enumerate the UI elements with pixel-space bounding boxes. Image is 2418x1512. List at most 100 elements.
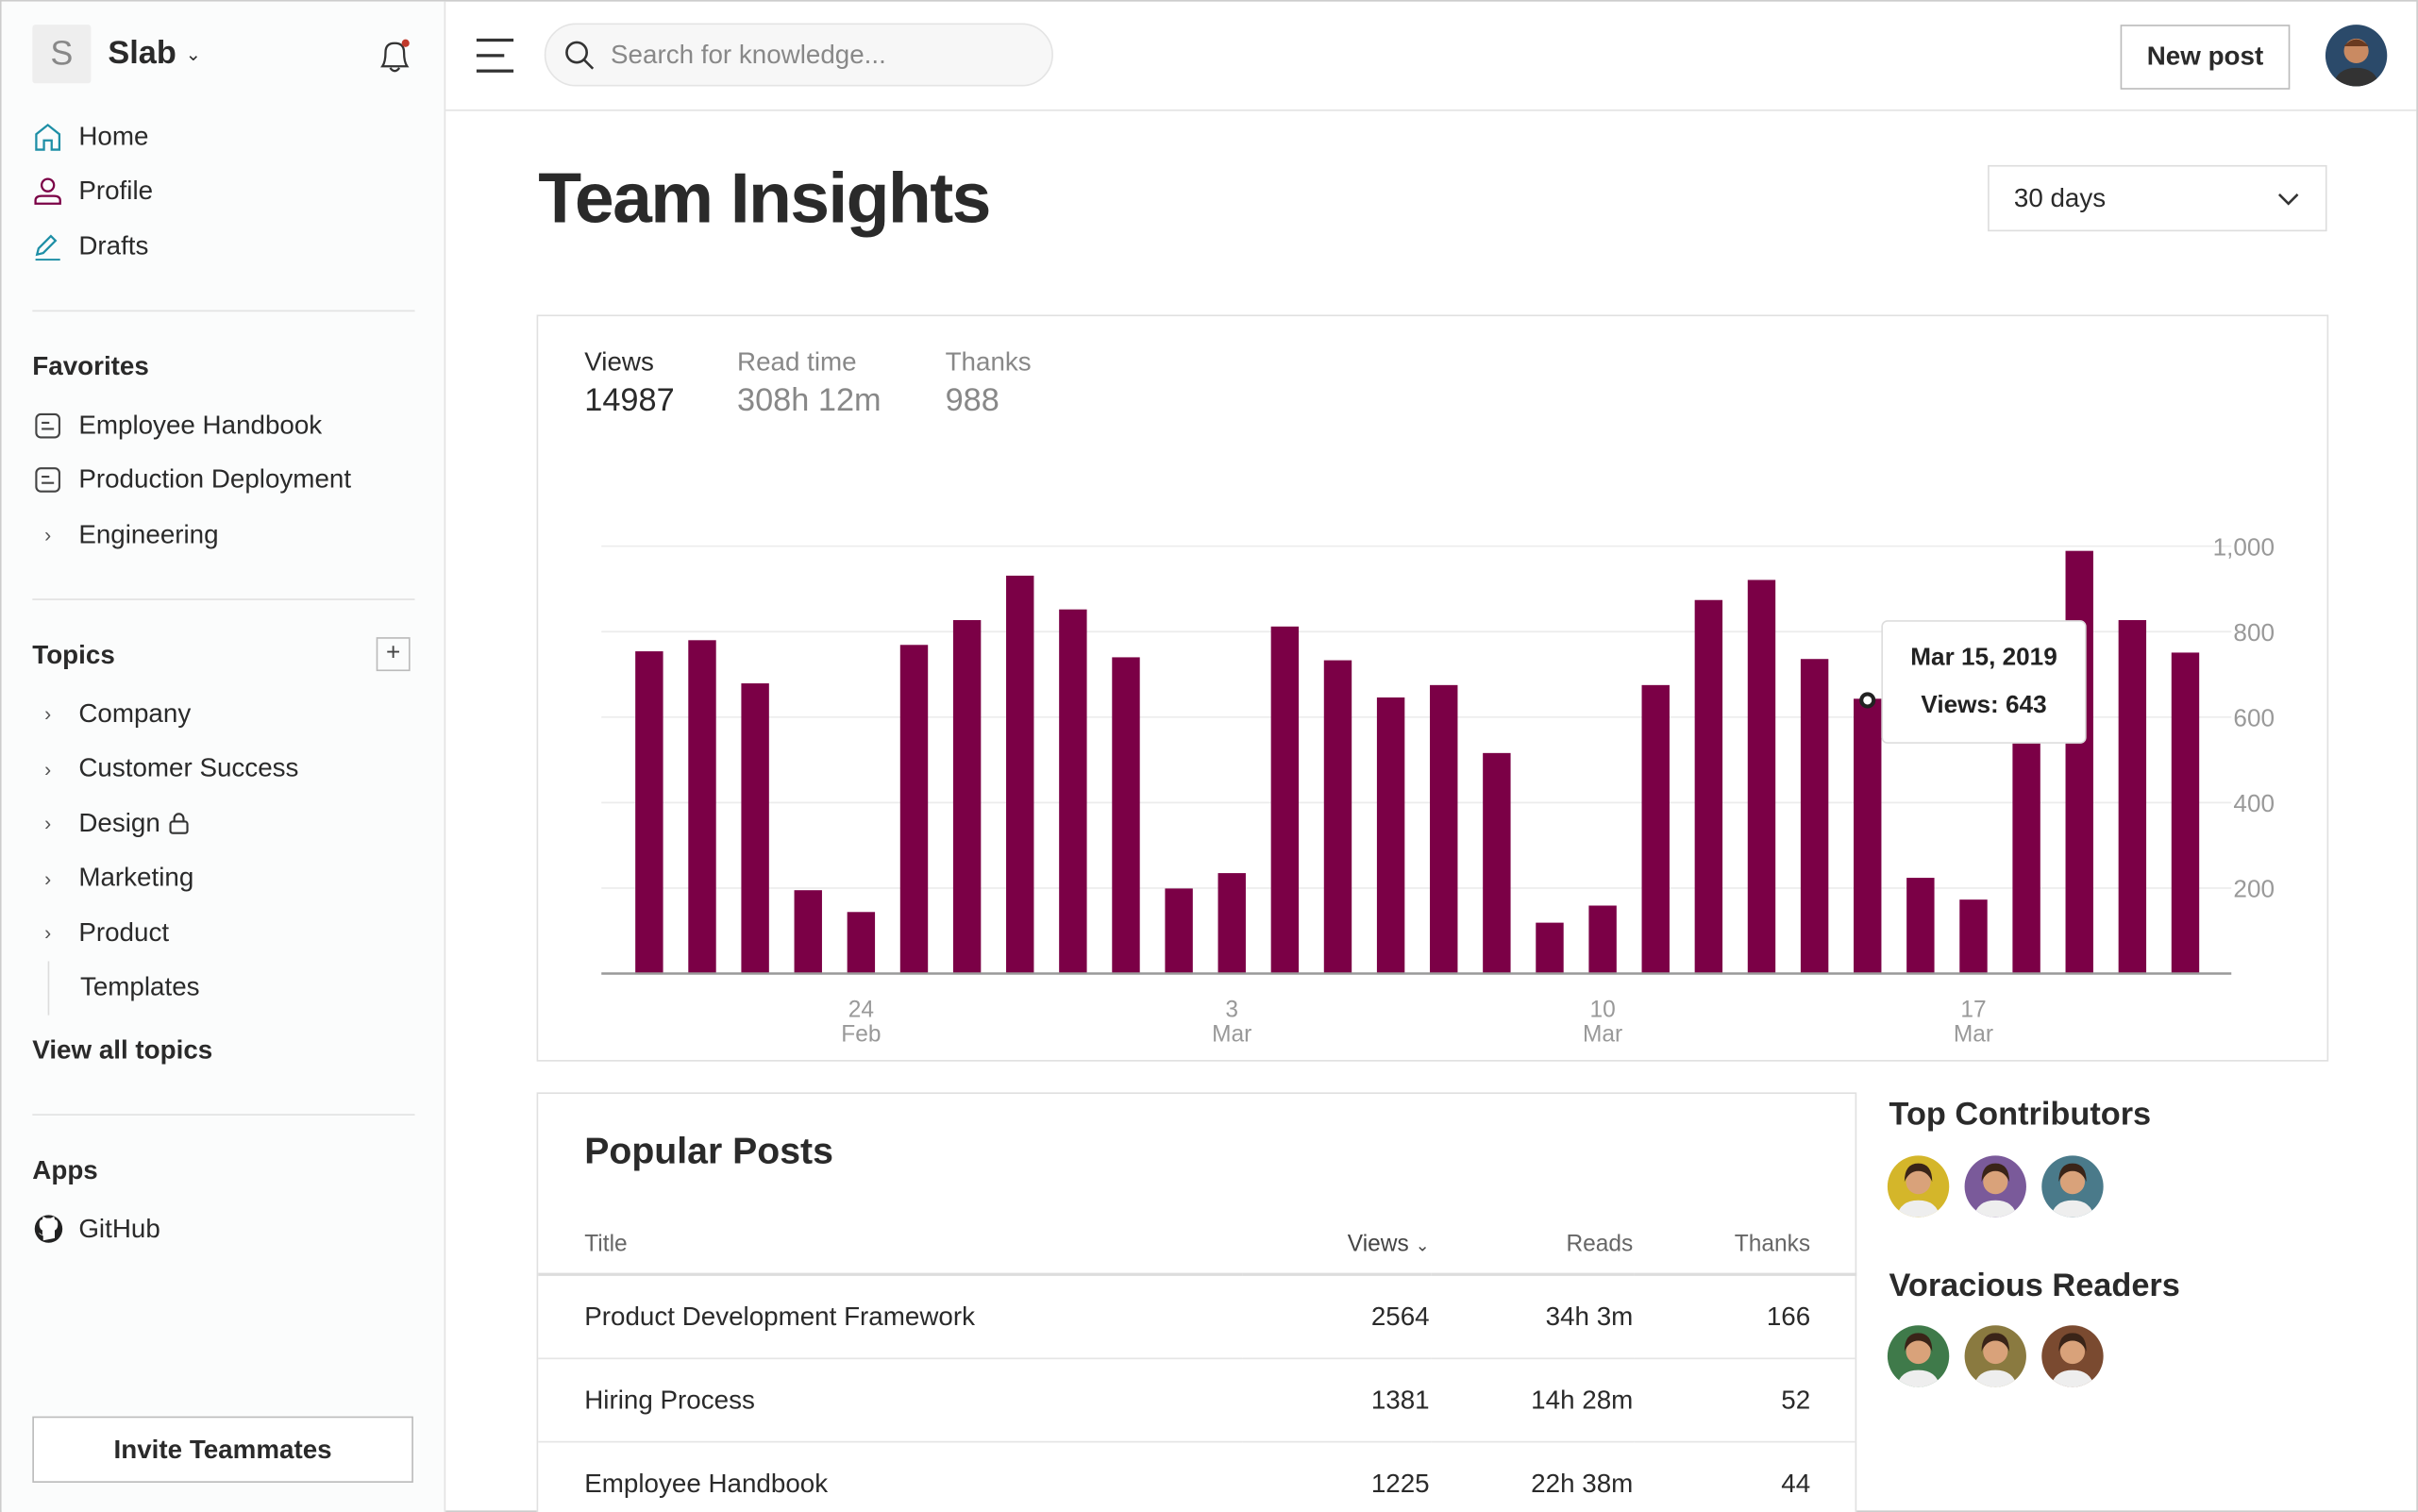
bar bbox=[1588, 905, 1617, 974]
divider bbox=[32, 310, 415, 312]
bar bbox=[1430, 684, 1458, 974]
x-tick-month: Mar bbox=[1212, 1021, 1251, 1047]
contributor-avatar[interactable] bbox=[1887, 1155, 1950, 1218]
x-tick-day: 3 bbox=[1225, 997, 1238, 1022]
voracious-readers-title: Voracious Readers bbox=[1889, 1268, 2180, 1304]
favorite-employee-handbook[interactable]: Employee Handbook bbox=[32, 398, 351, 453]
bar bbox=[2065, 550, 2093, 974]
chevron-right-icon[interactable]: › bbox=[44, 523, 52, 547]
contributor-avatar[interactable] bbox=[1964, 1325, 2026, 1387]
table-row[interactable]: Employee Handbook 1225 22h 38m 44 bbox=[538, 1441, 1857, 1512]
chevron-right-icon[interactable]: › bbox=[44, 812, 52, 835]
table-row[interactable]: Hiring Process 1381 14h 28m 52 bbox=[538, 1358, 1857, 1443]
table-row[interactable]: Product Development Framework 2564 34h 3m 1… bbox=[538, 1274, 1857, 1360]
hover-point bbox=[1859, 692, 1876, 709]
github-icon bbox=[32, 1214, 63, 1245]
search-icon bbox=[565, 40, 595, 69]
topic-label: Design bbox=[78, 808, 160, 838]
nav-profile[interactable]: Profile bbox=[32, 164, 153, 219]
main-nav: Home Profile Drafts bbox=[32, 109, 153, 274]
top-bar: New post bbox=[445, 2, 2417, 111]
apps-heading: Apps bbox=[32, 1155, 98, 1185]
col-thanks[interactable]: Thanks bbox=[1634, 1214, 1857, 1276]
chevron-right-icon[interactable]: › bbox=[44, 757, 52, 781]
workspace-switcher[interactable]: S Slab ⌄ bbox=[32, 25, 201, 84]
favorite-production-deployment[interactable]: Production Deployment bbox=[32, 453, 351, 508]
bar bbox=[1641, 684, 1670, 974]
nav-drafts[interactable]: Drafts bbox=[32, 219, 153, 274]
col-label: Views bbox=[1347, 1230, 1409, 1257]
stat-read-time[interactable]: Read time 308h 12m bbox=[737, 347, 882, 420]
x-tick-month: Mar bbox=[1583, 1021, 1622, 1047]
contributor-avatar[interactable] bbox=[1887, 1325, 1950, 1387]
bar bbox=[1270, 626, 1300, 974]
bar bbox=[1959, 899, 1988, 974]
page-title: Team Insights bbox=[538, 157, 991, 238]
new-post-button[interactable]: New post bbox=[2120, 25, 2291, 90]
topic-marketing[interactable]: › Marketing bbox=[32, 851, 298, 906]
sort-chevron-down-icon: ⌄ bbox=[1415, 1236, 1430, 1255]
nav-home[interactable]: Home bbox=[32, 109, 153, 164]
bar bbox=[899, 645, 929, 974]
post-reads: 14h 28m bbox=[1431, 1358, 1635, 1443]
nav-label: Profile bbox=[78, 176, 154, 206]
stat-label: Read time bbox=[737, 346, 857, 377]
bar bbox=[1694, 599, 1723, 974]
bar bbox=[1483, 752, 1511, 974]
chevron-right-icon[interactable]: › bbox=[44, 866, 52, 890]
sidebar: S Slab ⌄ Home Profile Drafts Favorites E… bbox=[1, 1, 446, 1512]
popular-posts-table: Title Views ⌄ Reads Thanks Product Devel… bbox=[538, 1214, 1857, 1512]
y-tick-label: 400 bbox=[2233, 789, 2275, 817]
topic-design[interactable]: › Design bbox=[32, 797, 298, 851]
workspace-name: Slab bbox=[108, 35, 176, 72]
bar bbox=[1165, 888, 1193, 974]
add-topic-button[interactable]: + bbox=[376, 637, 411, 672]
notification-bell-icon[interactable] bbox=[375, 36, 414, 76]
stat-thanks[interactable]: Thanks 988 bbox=[946, 347, 1032, 420]
search-input[interactable] bbox=[607, 38, 1016, 73]
col-title[interactable]: Title bbox=[538, 1214, 1243, 1276]
x-tick-month: Mar bbox=[1954, 1021, 1993, 1047]
post-reads: 22h 38m bbox=[1431, 1441, 1635, 1512]
invite-teammates-button[interactable]: Invite Teammates bbox=[32, 1416, 413, 1483]
chevron-right-icon[interactable]: › bbox=[44, 702, 52, 726]
stat-views[interactable]: Views 14987 bbox=[584, 347, 674, 420]
nav-label: Drafts bbox=[78, 230, 149, 260]
menu-icon[interactable] bbox=[476, 38, 514, 85]
contributor-avatar[interactable] bbox=[2041, 1325, 2104, 1387]
favorite-engineering[interactable]: › Engineering bbox=[32, 508, 351, 563]
topic-product[interactable]: › Product bbox=[32, 906, 298, 961]
chevron-right-icon[interactable]: › bbox=[44, 921, 52, 945]
workspace-logo: S bbox=[32, 25, 92, 84]
search-box[interactable] bbox=[544, 23, 1053, 87]
topic-company[interactable]: › Company bbox=[32, 686, 298, 741]
divider bbox=[32, 598, 415, 600]
topic-templates[interactable]: Templates bbox=[32, 961, 298, 1016]
col-views[interactable]: Views ⌄ bbox=[1242, 1214, 1432, 1276]
y-tick-label: 600 bbox=[2233, 704, 2275, 732]
contributor-avatar[interactable] bbox=[1964, 1155, 2026, 1218]
x-tick-day: 17 bbox=[1960, 997, 1986, 1022]
app-label: GitHub bbox=[78, 1214, 160, 1244]
home-icon bbox=[32, 122, 63, 153]
bar bbox=[741, 683, 769, 974]
col-reads[interactable]: Reads bbox=[1431, 1214, 1635, 1276]
post-thanks: 44 bbox=[1634, 1441, 1857, 1512]
favorites-list: Employee Handbook Production Deployment … bbox=[32, 398, 351, 563]
app-github[interactable]: GitHub bbox=[32, 1201, 160, 1256]
topics-heading: Topics bbox=[32, 640, 115, 670]
topic-customer-success[interactable]: › Customer Success bbox=[32, 741, 298, 796]
bar bbox=[1217, 873, 1246, 974]
date-range-select[interactable]: 30 days bbox=[1988, 164, 2327, 232]
contributor-avatar[interactable] bbox=[2041, 1155, 2104, 1218]
post-title: Product Development Framework bbox=[538, 1274, 1243, 1360]
popular-posts-card: Popular Posts Title Views ⌄ Reads Thanks… bbox=[536, 1092, 1857, 1512]
view-all-topics-link[interactable]: View all topics bbox=[32, 1034, 213, 1065]
user-avatar[interactable] bbox=[2325, 25, 2388, 87]
post-reads: 34h 3m bbox=[1431, 1274, 1635, 1360]
bar bbox=[1906, 878, 1935, 974]
voracious-readers-avatars bbox=[1887, 1325, 2104, 1387]
topic-label: Customer Success bbox=[78, 753, 299, 783]
